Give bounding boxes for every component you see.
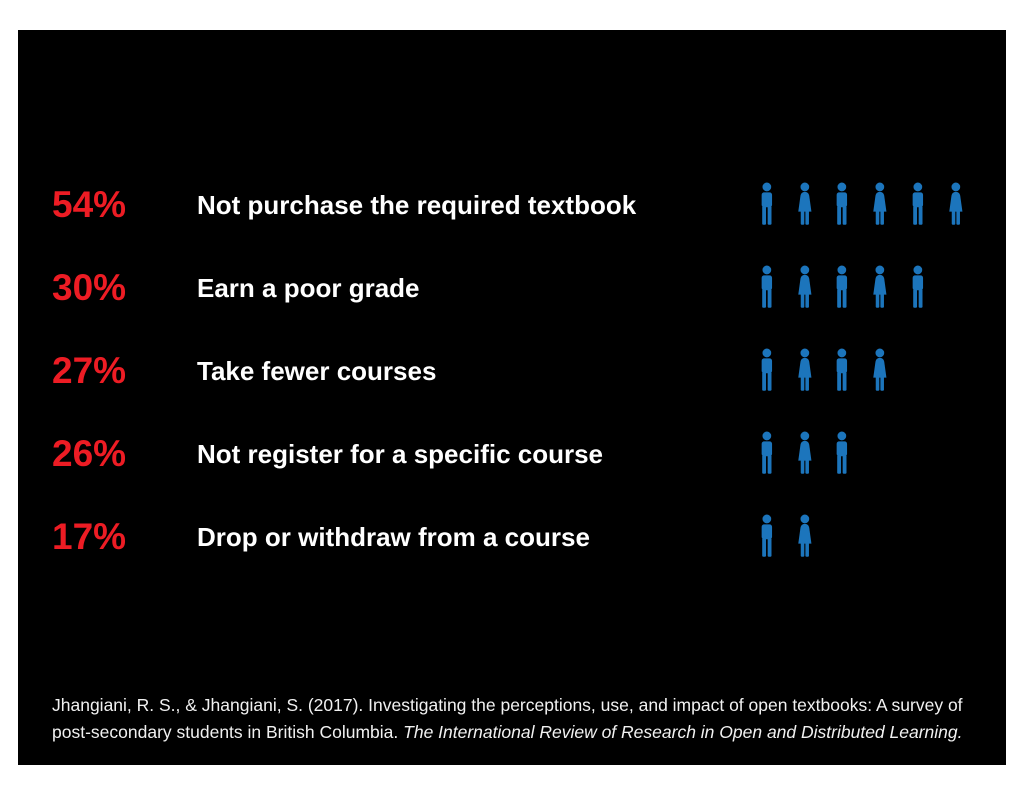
stat-label: Not purchase the required textbook: [197, 189, 637, 220]
male-person-icon: [757, 265, 777, 311]
male-person-icon: [757, 348, 777, 394]
female-person-icon: [870, 348, 890, 394]
stat-percent: 27%: [52, 350, 127, 391]
male-person-icon: [908, 265, 928, 311]
citation: Jhangiani, R. S., & Jhangiani, S. (2017)…: [52, 692, 964, 746]
stat-label: Not register for a specific course: [197, 438, 604, 469]
male-person-icon: [832, 265, 852, 311]
stats-list: 54% Not purchase the required textbook 3…: [52, 180, 986, 595]
citation-text: Jhangiani, R. S., & Jhangiani, S. (2017)…: [52, 695, 963, 743]
female-person-icon: [946, 182, 966, 228]
citation-journal-title: The International Review of Research in …: [403, 722, 963, 743]
stat-row: 27% Take fewer courses: [52, 346, 986, 396]
icon-row: [757, 265, 928, 311]
male-person-icon: [832, 431, 852, 477]
female-person-icon: [795, 265, 815, 311]
male-person-icon: [832, 182, 852, 228]
female-person-icon: [795, 182, 815, 228]
female-person-icon: [870, 265, 890, 311]
stat-percent: 30%: [52, 267, 127, 308]
female-person-icon: [795, 348, 815, 394]
male-person-icon: [757, 431, 777, 477]
icon-row: [757, 431, 852, 477]
stat-label: Take fewer courses: [197, 355, 437, 386]
icon-row: [757, 514, 814, 560]
stat-percent: 17%: [52, 516, 127, 557]
male-person-icon: [908, 182, 928, 228]
female-person-icon: [870, 182, 890, 228]
stat-label: Earn a poor grade: [197, 272, 420, 303]
stat-percent: 54%: [52, 184, 127, 225]
stat-percent: 26%: [52, 433, 127, 474]
male-person-icon: [832, 348, 852, 394]
male-person-icon: [757, 182, 777, 228]
stat-label: Drop or withdraw from a course: [197, 521, 590, 552]
icon-row: [757, 182, 965, 228]
stat-row: 30% Earn a poor grade: [52, 263, 986, 313]
icon-row: [757, 348, 890, 394]
stat-row: 17% Drop or withdraw from a course: [52, 512, 986, 562]
slide: 54% Not purchase the required textbook 3…: [18, 30, 1006, 765]
female-person-icon: [795, 431, 815, 477]
male-person-icon: [757, 514, 777, 560]
stat-row: 54% Not purchase the required textbook: [52, 180, 986, 230]
female-person-icon: [795, 514, 815, 560]
stat-row: 26% Not register for a specific course: [52, 429, 986, 479]
